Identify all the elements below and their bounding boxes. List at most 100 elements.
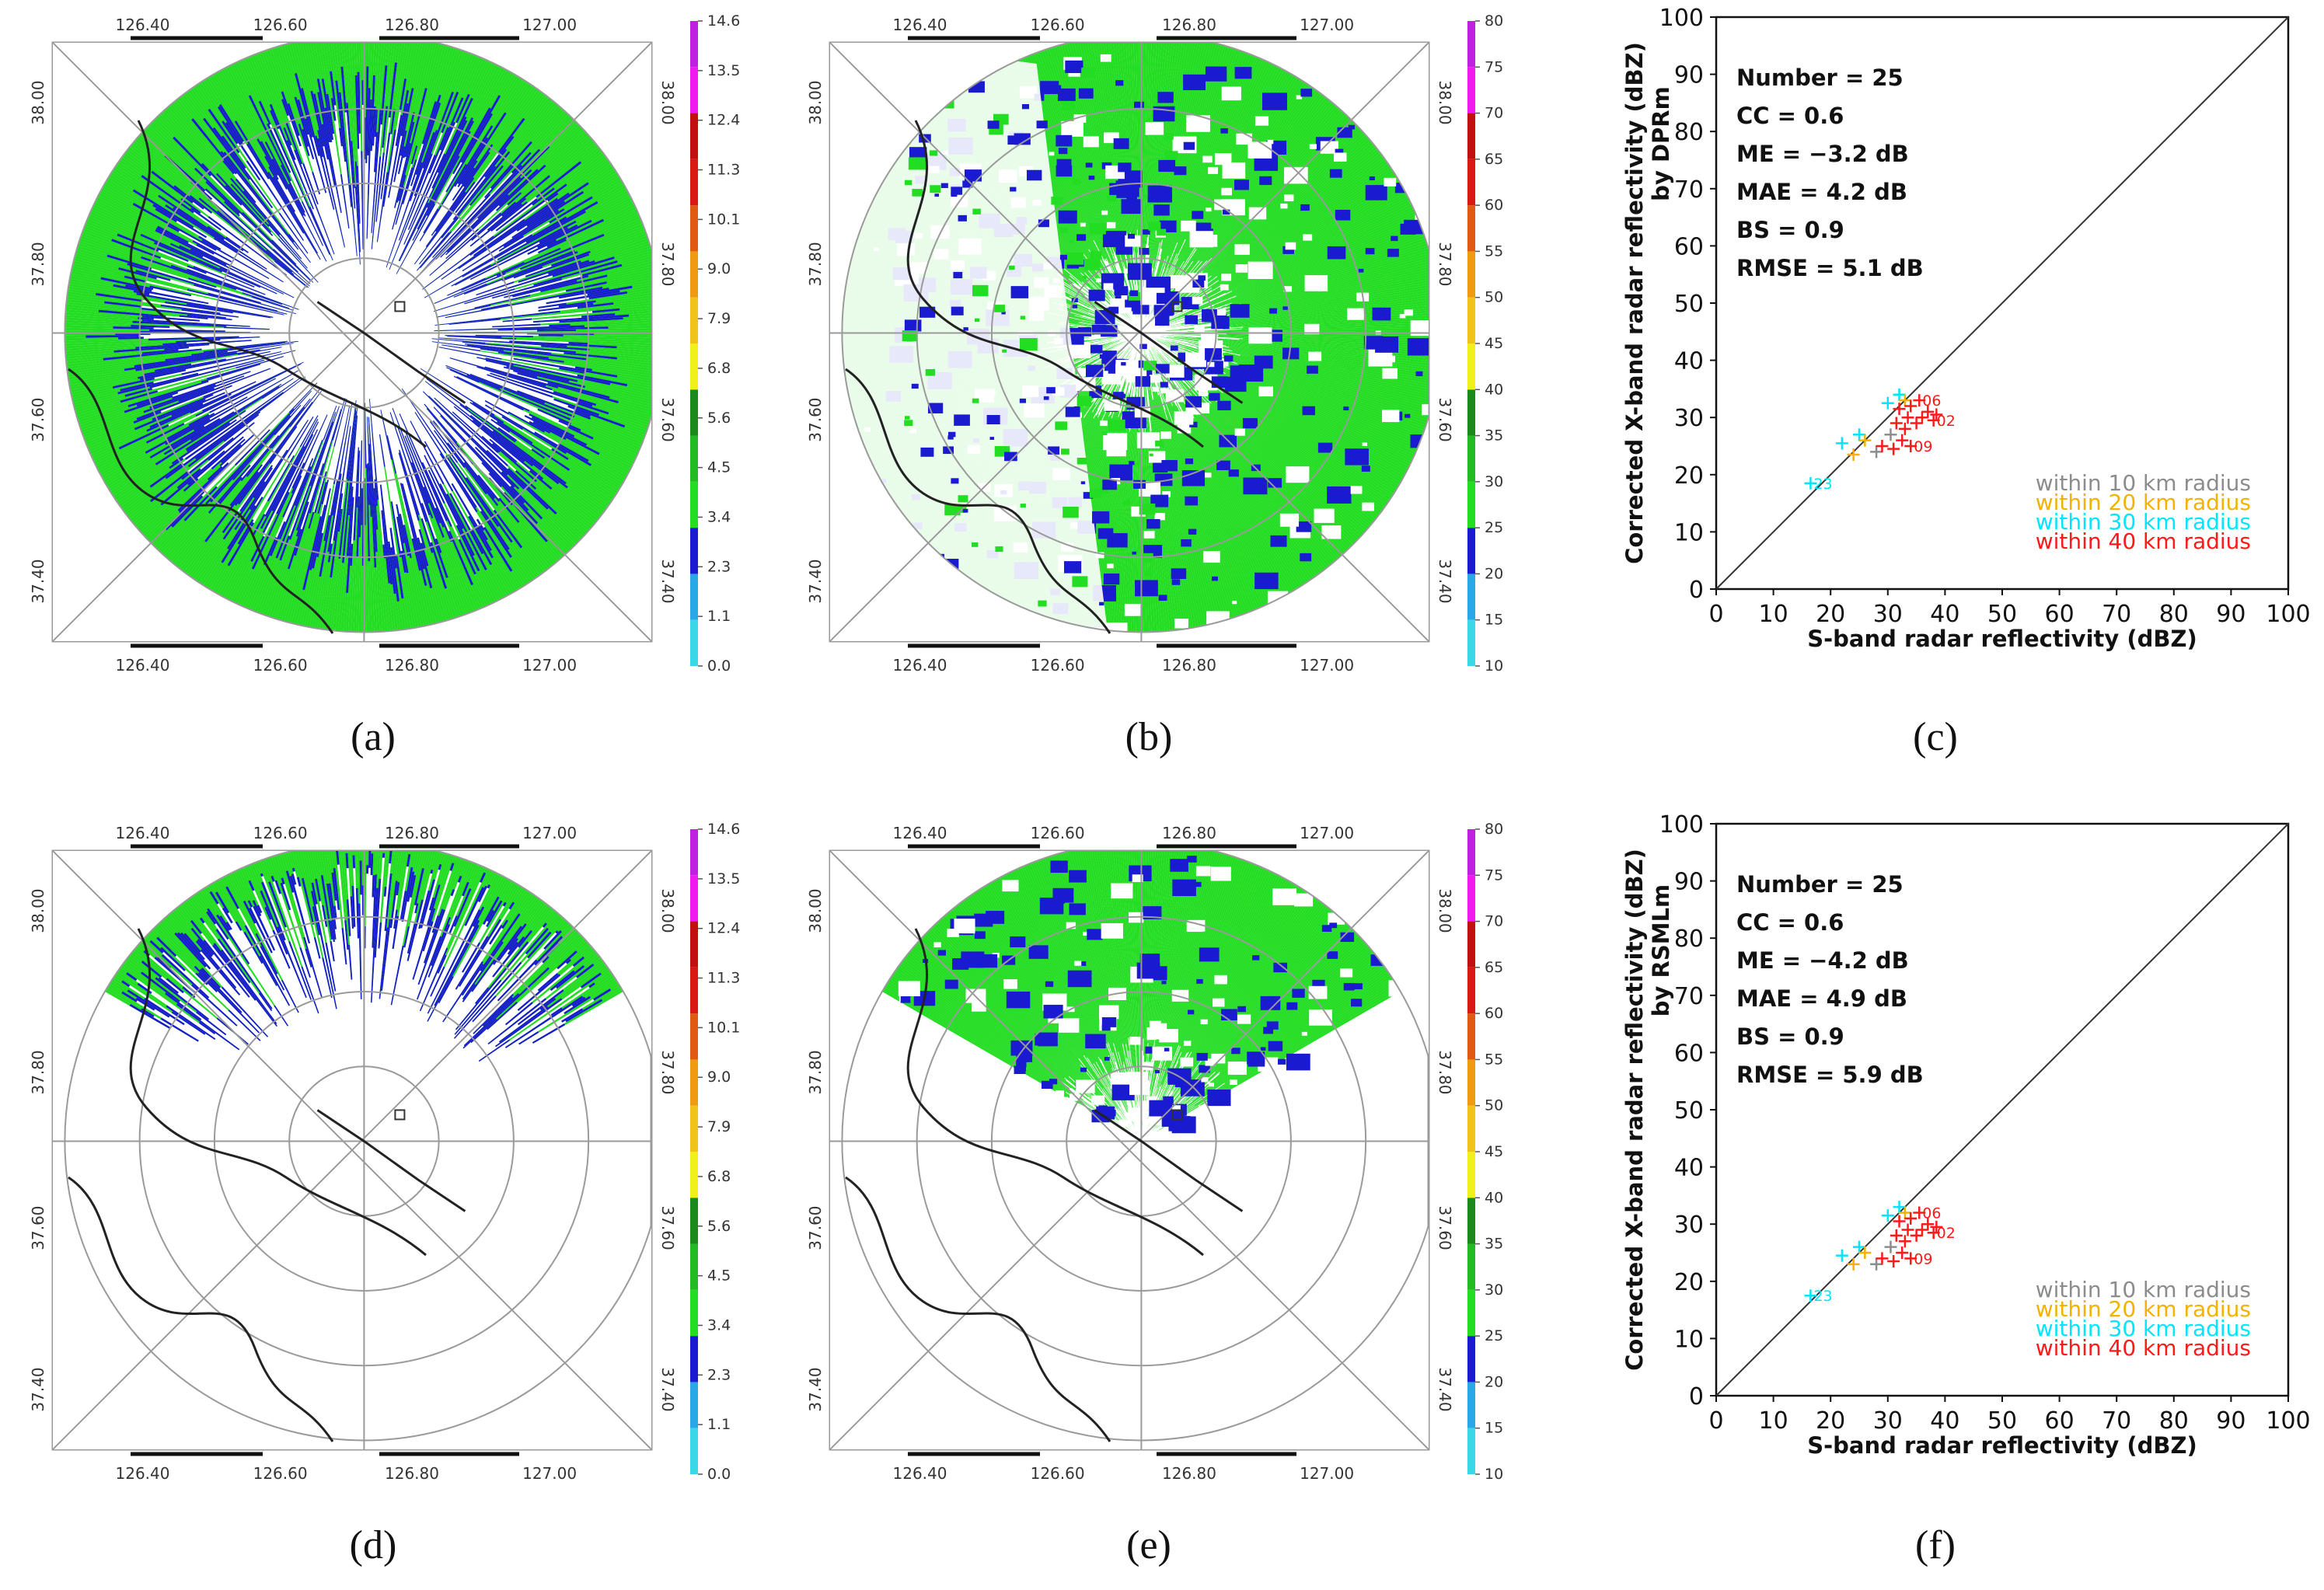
echo-patch xyxy=(1254,572,1279,590)
y-tick-label: 20 xyxy=(1674,1269,1704,1296)
echo-patch xyxy=(1358,268,1364,273)
ppi-ray xyxy=(268,223,308,269)
ppi-ray xyxy=(515,470,537,490)
ppi-ray xyxy=(577,374,628,387)
ppi-ray xyxy=(151,170,194,204)
ppi-ray xyxy=(427,117,474,208)
ppi-ray xyxy=(1241,320,1429,330)
echo-patch xyxy=(1111,883,1133,899)
echo-patch xyxy=(1121,295,1128,300)
ppi-ray xyxy=(481,303,508,311)
ppi-ray xyxy=(410,94,441,187)
map-panel-e: 126.40126.40126.60126.60126.80126.80127.… xyxy=(806,821,1503,1483)
echo-patch xyxy=(1129,461,1135,465)
ppi-ray xyxy=(513,228,646,279)
ppi-ray xyxy=(333,905,337,918)
ppi-ray xyxy=(497,351,564,363)
ppi-ray xyxy=(165,490,205,531)
lat-tick-label: 37.60 xyxy=(806,1205,825,1250)
ppi-ray xyxy=(419,164,467,242)
echo-patch xyxy=(1065,60,1083,74)
ppi-ray xyxy=(317,92,342,213)
ppi-ray xyxy=(1168,56,1258,269)
ppi-ray xyxy=(164,347,190,350)
lat-tick-label: 37.80 xyxy=(1436,1050,1454,1094)
ppi-ray xyxy=(222,467,273,540)
ppi-ray xyxy=(1195,359,1409,469)
ppi-ray xyxy=(397,43,429,174)
ppi-ray xyxy=(120,965,216,1034)
ppi-ray xyxy=(539,227,568,244)
echo-patch xyxy=(1308,351,1322,361)
ppi-ray xyxy=(212,882,243,931)
ppi-ray xyxy=(493,509,523,549)
ppi-ray xyxy=(132,202,217,251)
ppi-ray xyxy=(532,421,567,441)
ppi-ray xyxy=(433,260,595,312)
ppi-ray xyxy=(553,391,597,406)
ppi-ray xyxy=(325,508,343,630)
echo-patch xyxy=(1091,1110,1110,1123)
ppi-ray xyxy=(386,435,432,626)
ppi-ray xyxy=(1180,155,1384,305)
ppi-ray xyxy=(474,446,515,488)
ppi-ray xyxy=(1197,903,1325,1069)
ppi-ray xyxy=(228,65,306,217)
data-point xyxy=(1881,396,1894,410)
lon-tick-label: 127.00 xyxy=(522,656,577,675)
echo-patch xyxy=(940,183,948,188)
ppi-ray xyxy=(410,44,447,165)
echo-patch xyxy=(1129,1080,1150,1095)
ppi-ray xyxy=(557,950,578,970)
ppi-ray xyxy=(490,419,511,433)
ppi-ray xyxy=(1154,873,1276,1115)
ppi-ray xyxy=(497,326,609,331)
ppi-ray xyxy=(172,371,251,399)
ppi-ray xyxy=(141,444,242,535)
ppi-ray xyxy=(1179,888,1303,1082)
ppi-ray xyxy=(1185,190,1406,310)
ppi-ray xyxy=(341,403,358,563)
ppi-ray xyxy=(507,192,522,206)
ppi-ray xyxy=(1184,382,1338,561)
ppi-ray xyxy=(174,932,207,968)
ppi-ray xyxy=(497,427,609,507)
colorbar-segment xyxy=(1467,1152,1475,1198)
ppi-ray xyxy=(294,463,324,556)
ppi-ray xyxy=(489,438,518,463)
ppi-ray xyxy=(547,192,559,202)
ppi-ray xyxy=(534,431,592,466)
ppi-ray xyxy=(1165,373,1296,591)
echo-patch xyxy=(1132,874,1143,883)
ppi-ray xyxy=(368,417,378,553)
echo-patch xyxy=(1145,122,1164,135)
ppi-ray xyxy=(230,183,270,227)
ppi-ray xyxy=(234,449,288,531)
ppi-ray xyxy=(541,345,590,351)
legend-entry: within 40 km radius xyxy=(2036,528,2251,554)
echo-patch xyxy=(1254,116,1269,126)
echo-patch xyxy=(1196,1052,1208,1061)
data-point xyxy=(1896,434,1909,447)
y-tick-label: 40 xyxy=(1674,1155,1704,1182)
ppi-ray xyxy=(278,213,309,254)
ppi-ray xyxy=(502,318,532,323)
echo-patch xyxy=(947,431,956,438)
ppi-ray xyxy=(1158,228,1423,327)
echo-patch xyxy=(1320,141,1338,154)
ppi-ray xyxy=(476,281,515,296)
ppi-ray xyxy=(457,875,462,883)
echo-patch xyxy=(1343,982,1355,991)
ppi-ray xyxy=(186,422,230,452)
colorbar-segment xyxy=(690,481,698,528)
ppi-ray xyxy=(221,986,268,1037)
ppi-ray xyxy=(249,907,273,954)
echo-patch xyxy=(1080,961,1087,966)
echo-patch xyxy=(1304,275,1328,291)
x-tick-label: 10 xyxy=(1759,601,1788,628)
stat-line: BS = 0.9 xyxy=(1736,217,1844,243)
echo-patch xyxy=(1199,947,1220,962)
ppi-ray xyxy=(484,399,626,481)
x-tick-label: 60 xyxy=(2045,1407,2075,1435)
ppi-ray xyxy=(498,176,621,252)
